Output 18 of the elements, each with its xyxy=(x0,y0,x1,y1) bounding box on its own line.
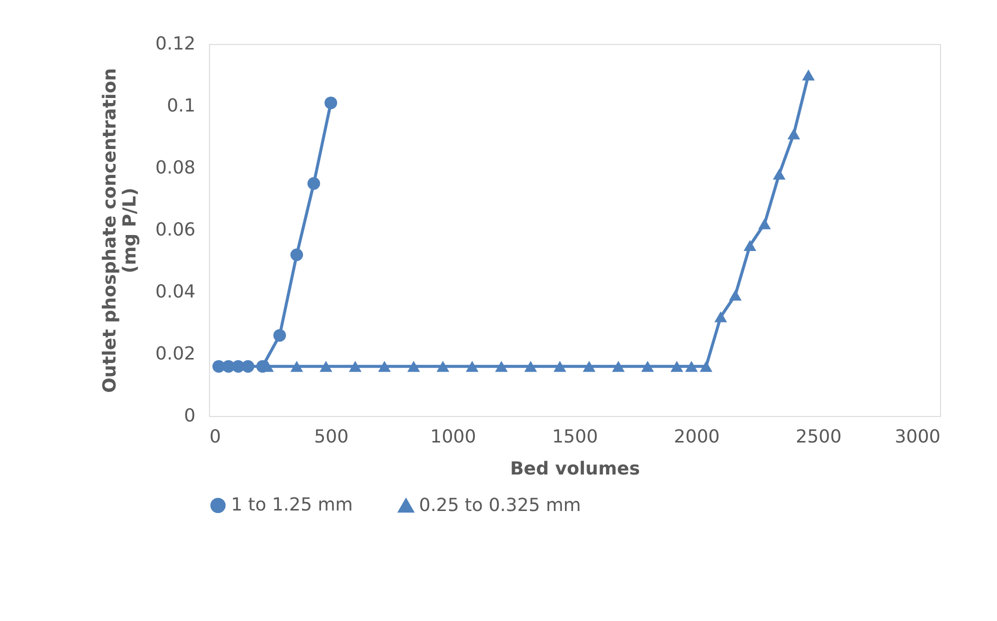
x-tick-label: 2500 xyxy=(796,426,842,448)
y-axis-title: Outlet phosphate concentration (mg P/L) xyxy=(99,68,140,393)
x-tick-label: 3000 xyxy=(894,426,940,448)
y-tick-label: 0 xyxy=(184,406,196,426)
y-tick-label: 0.08 xyxy=(155,158,196,178)
x-tick-label: 0 xyxy=(210,426,221,448)
y-tick-label: 0.1 xyxy=(166,96,196,116)
legend-label: 1 to 1.25 mm xyxy=(231,494,353,516)
x-tick-label: 1000 xyxy=(430,426,476,448)
x-axis-title: Bed volumes xyxy=(510,458,640,480)
x-tick-label: 1500 xyxy=(552,426,598,448)
y-tick-label: 0.12 xyxy=(155,34,196,54)
x-tick-label: 500 xyxy=(314,426,349,448)
y-tick-label: 0.06 xyxy=(155,220,196,240)
legend-label: 0.25 to 0.325 mm xyxy=(419,494,581,516)
y-tick-label: 0.02 xyxy=(155,344,196,364)
y-tick-label: 0.04 xyxy=(155,282,196,302)
x-tick-label: 2000 xyxy=(674,426,720,448)
